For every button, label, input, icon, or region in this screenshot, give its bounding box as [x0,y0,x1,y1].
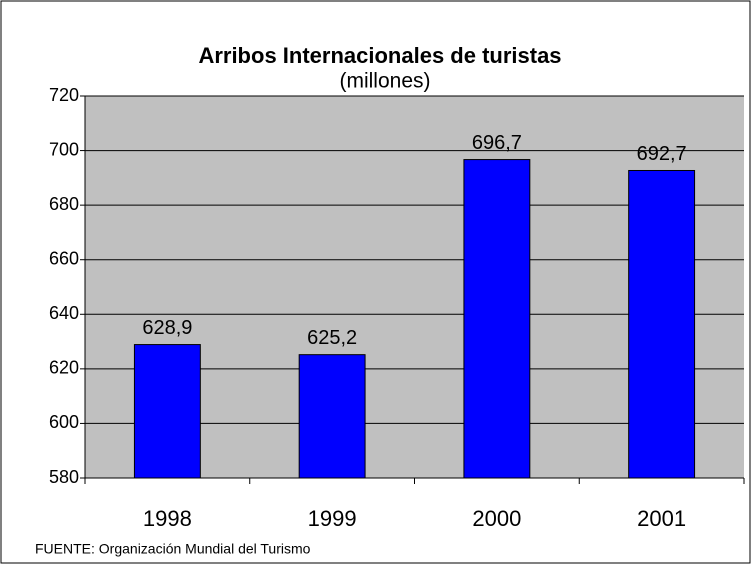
x-tick-label: 2000 [472,506,521,531]
x-tick-label: 1999 [308,506,357,531]
y-tick-label: 700 [49,139,79,159]
data-label: 628,9 [142,317,192,339]
bar [628,169,696,479]
y-tick-label: 620 [49,358,79,378]
data-label: 696,7 [472,132,522,154]
chart-title: Arribos Internacionales de turistas [198,43,561,68]
bar [298,354,366,479]
y-tick-label: 660 [49,248,79,268]
x-tick-label: 2001 [637,506,686,531]
y-tick-label: 680 [49,194,79,214]
y-tick-label: 720 [49,85,79,105]
data-label: 625,2 [307,327,357,349]
x-tick-label: 1998 [143,506,192,531]
bar [133,344,201,479]
data-label: 692,7 [637,143,687,165]
y-tick-label: 640 [49,303,79,323]
bar [463,159,531,479]
source-note: FUENTE: Organización Mundial del Turismo [35,541,311,557]
y-tick-label: 580 [49,467,79,487]
y-tick-label: 600 [49,412,79,432]
chart-subtitle: (millones) [339,70,430,93]
